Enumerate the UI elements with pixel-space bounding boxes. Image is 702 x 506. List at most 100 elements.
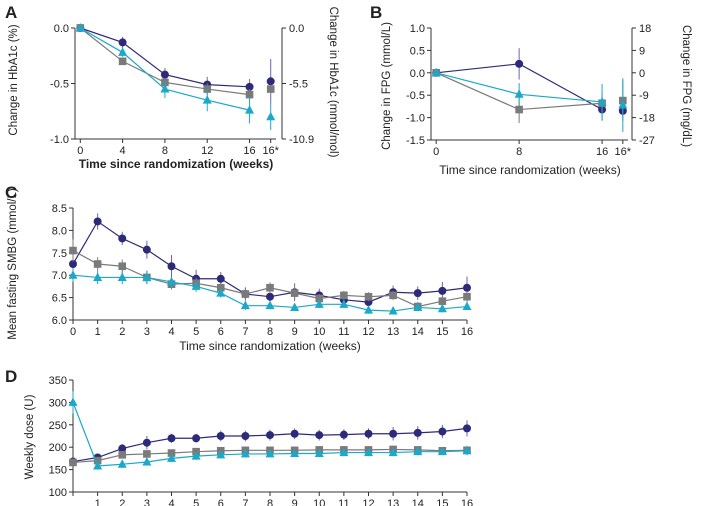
panel-b-y-tick-label: 0.0 [410,68,425,80]
panel-c-data-point-triangle [364,305,373,314]
panel-b-y-tick-label: -0.5 [406,90,425,102]
panel-a-y-tick-label: -1.0 [50,134,69,146]
panel-c-data-point-circle [69,260,77,268]
panel-c-data-point-triangle [240,300,250,310]
panel-b-y-axis-label: Change in FPG (mmol/L) [381,22,393,150]
panel-b-x-tick-label: 16* [615,146,632,158]
panel-label-b: B [370,3,382,22]
panel-d-data-point-circle [413,428,422,437]
panel-a-right-y-tick-label: -10.9 [289,134,314,146]
panel-a-y-tick-label: -0.5 [50,79,69,91]
panel-c-data-point-circle [118,234,127,243]
panel-c-x-tick-label: 16 [461,326,473,338]
panel-d-data-point-triangle [93,461,103,470]
panel-c-x-tick-label: 13 [387,326,399,338]
panel-d-data-point-triangle [388,447,398,457]
panel-c-x-axis-label: Time since randomization (weeks) [179,339,361,353]
panel-d-data-point-square [118,451,127,459]
panel-d-data-point-square [93,456,102,465]
panel-b-data-point-triangle-16star [618,100,628,109]
panel-b-data-point-circle [515,59,524,68]
panel-c-y-tick-label: 7.5 [52,248,67,260]
panel-b-right-y-tick-label: -18 [639,113,655,125]
panel-c-x-tick-label: 4 [168,326,174,338]
panel-c-data-point-square [290,289,299,297]
panel-d-y-tick-label: 100 [49,487,67,499]
panel-c-data-point-square [389,291,397,300]
panel-c-data-point-triangle [314,299,324,308]
panel-d-x-tick-label: 13 [387,498,399,506]
panel-d-data-point-triangle [167,453,176,462]
panel-c-data-point-triangle [93,272,103,281]
panel-a-data-point-triangle-16star [266,111,276,121]
panel-d-x-tick-label: 14 [412,498,424,506]
panel-d-data-point-circle [192,434,201,443]
panel-c-x-tick-label: 6 [218,326,224,338]
panel-d-data-point-square [69,458,77,467]
panel-d-x-tick-label: 2 [119,498,125,506]
panel-d-data-point-square [143,450,151,458]
panel-d-data-point-triangle [462,445,472,455]
panel-d-x-tick-label: 1 [95,498,101,506]
panel-d-y-axis-label: Weekly dose (U) [24,394,36,479]
panel-a-x-axis-label: Time since randomization (weeks) [79,157,274,171]
panel-c-x-tick-label: 14 [412,326,424,338]
panel-a-data-point-square [245,90,254,99]
panel-d-x-tick-label: 11 [338,498,349,506]
panel-d-data-point-circle [216,432,225,440]
panel-d-data-point-circle [315,431,324,440]
panel-b-data-point-triangle [431,67,441,77]
panel-a: A Time since randomization (weeks) Chang… [5,3,339,171]
panel-d-data-point-triangle [240,448,250,458]
panel-a-data-point-circle [245,82,254,91]
panel-d-data-point-circle [339,430,348,439]
panel-c-data-point-triangle [413,302,423,311]
panel-d-y-tick-label: 300 [49,397,67,409]
panel-c-data-point-triangle [388,306,398,315]
panel-b-data-point-square [515,105,523,114]
panel-c-data-point-square [266,283,274,292]
panel-d-x-tick-label: 7 [242,498,248,506]
panel-d-data-point-circle [241,432,250,440]
panel-b-right-y-tick-label: 0 [639,68,645,80]
panel-d-data-point-circle [142,438,151,447]
panel-c-x-tick-label: 11 [338,326,349,338]
panel-d-data-point-circle [266,431,274,440]
panel-d-data-point-circle [438,427,447,436]
panel-c-data-point-circle [216,274,225,283]
panel-c-x-tick-label: 9 [292,326,298,338]
panel-c-data-point-triangle [265,300,275,310]
panel-d-data-point-triangle [265,448,275,458]
panel-d-x-tick-label: 6 [218,498,224,506]
panel-c-data-point-triangle [117,272,127,281]
panel-c-y-axis-label: Mean fasting SMBG (mmol/L) [7,188,19,340]
panel-d-data-point-triangle [413,446,423,456]
panel-b-x-tick-label: 8 [516,146,522,158]
panel-a-right-y-tick-label: -5.5 [289,79,308,91]
panel-c-data-point-triangle [437,303,447,313]
panel-c-x-tick-label: 8 [267,326,273,338]
panel-c-x-tick-label: 3 [144,326,150,338]
panel-d-x-tick-label: 10 [313,498,325,506]
panel-c-data-point-circle [142,245,151,254]
panel-d-y-tick-label: 200 [49,442,67,454]
panel-c-data-point-square [216,283,225,292]
panel-label-d: D [5,367,17,386]
panel-d-data-point-circle [118,444,127,453]
panel-d-x-tick-label: 5 [193,498,199,506]
panel-c-data-point-triangle [462,301,472,311]
panel-c-data-point-circle [266,292,274,301]
panel-c-data-point-square [438,297,447,305]
panel-a-right-y-tick-label: 0.0 [289,23,304,35]
panel-d-data-point-triangle [216,449,226,459]
panel-c-x-tick-label: 2 [119,326,125,338]
panel-a-x-tick-label: 16 [243,145,255,157]
panel-b-y-tick-label: -1.5 [406,135,425,147]
panel-c-x-tick-label: 12 [362,326,374,338]
panel-a-x-tick-label: 16* [262,145,279,157]
panel-d-data-point-triangle [142,456,152,466]
panel-c-y-tick-label: 7.0 [52,270,67,282]
panel-a-y-axis-label: Change in HbA1c (%) [8,24,20,135]
panel-a-x-tick-label: 12 [201,145,213,157]
